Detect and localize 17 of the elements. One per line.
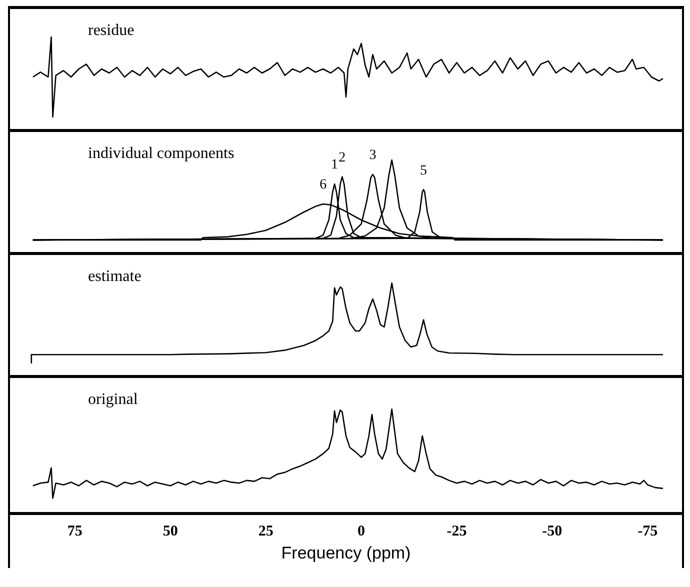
x-tick-label: 0 (358, 523, 366, 540)
x-tick-label: 75 (67, 523, 82, 540)
x-tick-label: 50 (162, 523, 178, 540)
annotation: 6 (320, 178, 327, 193)
annotation: 1 (331, 158, 338, 173)
chart-title: residue (88, 22, 134, 40)
annotation: 5 (420, 163, 428, 178)
chart-title: original (88, 391, 138, 408)
annotation: 3 (369, 148, 376, 164)
x-tick-label: -25 (446, 523, 467, 540)
x-tick-label: -75 (638, 523, 658, 540)
x-tick-label: -50 (542, 523, 562, 540)
x-axis-title: Frequency (ppm) (281, 543, 411, 562)
x-tick-label: 25 (258, 523, 274, 540)
chart-title: estimate (88, 268, 142, 286)
annotation: 2 (338, 150, 346, 166)
chart-title: individual components (88, 145, 234, 162)
